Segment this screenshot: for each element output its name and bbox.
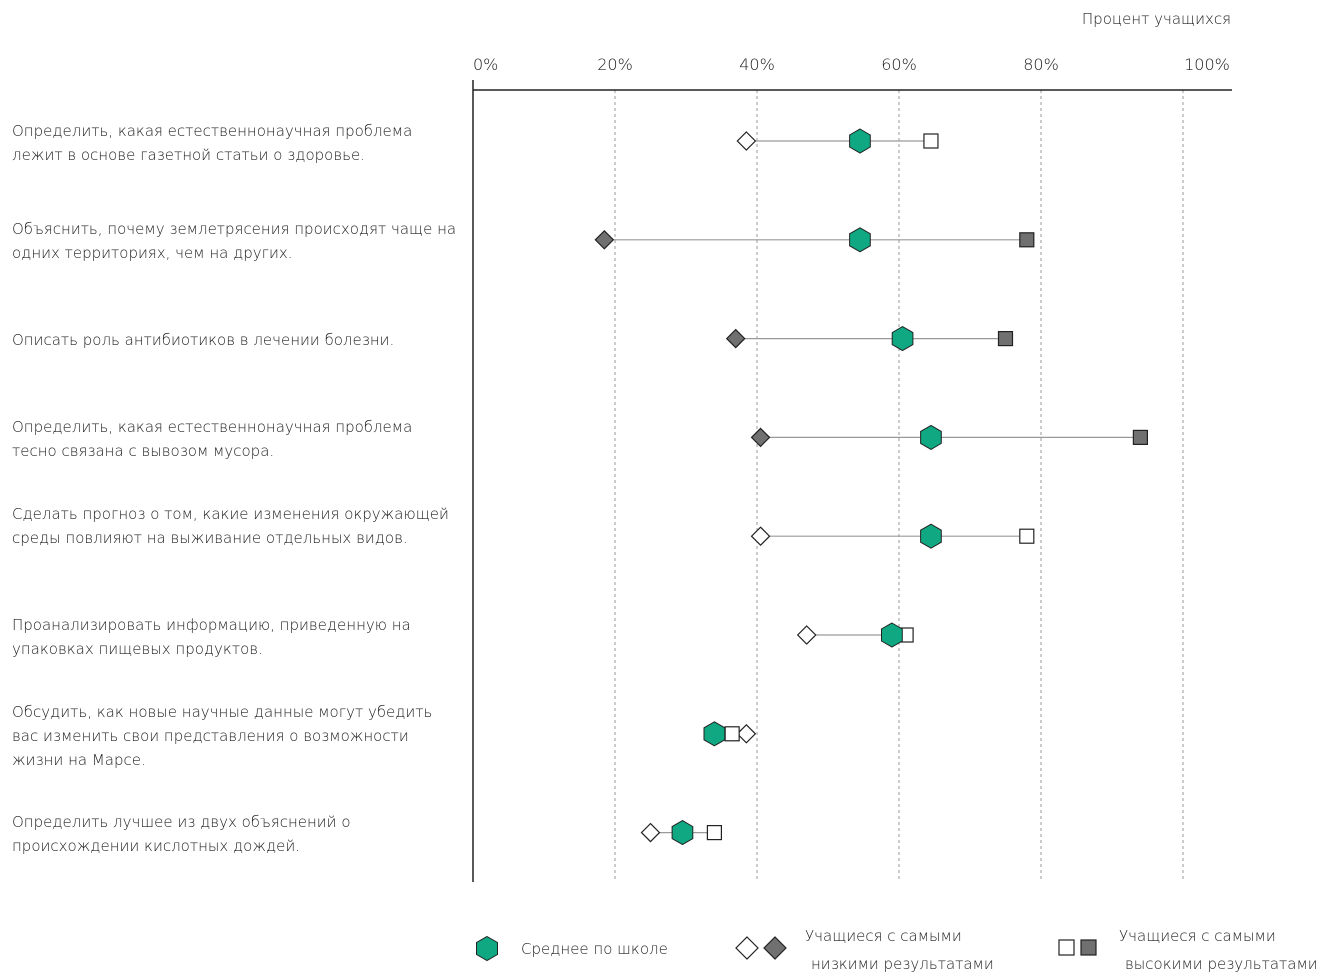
high-performers-square bbox=[1019, 528, 1035, 544]
chart-row bbox=[594, 227, 1035, 253]
x-tick-label: 80% bbox=[1023, 55, 1059, 74]
school-mean-hexagon bbox=[891, 326, 914, 352]
high-performers-square bbox=[1019, 232, 1035, 248]
school-mean-hexagon bbox=[849, 227, 871, 253]
legend-square-filled-icon bbox=[1080, 939, 1097, 956]
school-mean-hexagon bbox=[920, 424, 942, 450]
chart-row bbox=[640, 820, 723, 846]
legend-high-label-line1: Учащиеся с самыми bbox=[1119, 927, 1276, 945]
data-rows bbox=[594, 128, 1149, 846]
low-performers-diamond bbox=[796, 625, 817, 645]
high-performers-square bbox=[706, 824, 723, 841]
chart-row bbox=[703, 721, 757, 747]
high-performers-square bbox=[1132, 429, 1149, 445]
gridlines bbox=[614, 90, 1184, 880]
x-tick-label: 100% bbox=[1184, 55, 1230, 74]
x-tick-label: 20% bbox=[597, 55, 633, 74]
x-tick-label: 40% bbox=[739, 55, 775, 74]
legend-low-label-line2: низкими результатами bbox=[811, 955, 994, 973]
row-label: Обсудить, как новые научные данные могут… bbox=[12, 703, 433, 769]
legend-hexagon-icon bbox=[476, 935, 498, 962]
low-performers-diamond bbox=[736, 723, 757, 744]
row-label: Объяснить, почему землетрясения происход… bbox=[12, 220, 457, 262]
low-performers-diamond bbox=[736, 131, 757, 151]
school-mean-hexagon bbox=[703, 721, 726, 747]
row-label: Проанализировать информацию, приведенную… bbox=[12, 616, 411, 658]
low-performers-diamond bbox=[725, 328, 746, 349]
chart-row bbox=[736, 128, 939, 154]
legend-diamond-open-icon bbox=[735, 936, 759, 960]
high-performers-square bbox=[997, 331, 1014, 347]
school-mean-hexagon bbox=[881, 622, 903, 648]
chart-row bbox=[750, 424, 1149, 450]
legend-square-open-icon bbox=[1058, 939, 1075, 956]
low-performers-diamond bbox=[594, 229, 615, 250]
row-label: Определить, какая естественнонаучная про… bbox=[12, 122, 413, 164]
x-axis-title: Процент учащихся bbox=[1082, 10, 1231, 28]
x-axis-ticks: 0% 20% 40% 60% 80% 100% bbox=[473, 55, 1230, 74]
row-label: Сделать прогноз о том, какие изменения о… bbox=[12, 505, 449, 547]
legend-low-label-line1: Учащиеся с самыми bbox=[805, 927, 962, 945]
high-performers-square bbox=[724, 726, 740, 742]
row-label: Определить лучшее из двух объяснений о п… bbox=[12, 813, 351, 855]
school-mean-hexagon bbox=[671, 820, 694, 846]
chart-row bbox=[725, 326, 1014, 352]
x-tick-label: 60% bbox=[881, 55, 917, 74]
low-performers-diamond bbox=[750, 526, 771, 547]
legend-mean-label: Среднее по школе bbox=[521, 940, 668, 958]
low-performers-diamond bbox=[640, 822, 661, 843]
row-label: Описать роль антибиотиков в лечении боле… bbox=[12, 331, 395, 349]
chart-row bbox=[796, 622, 914, 648]
high-performers-square bbox=[923, 133, 939, 149]
legend-diamond-filled-icon bbox=[763, 936, 787, 960]
row-label: Определить, какая естественнонаучная про… bbox=[12, 418, 413, 460]
school-mean-hexagon bbox=[849, 128, 871, 154]
chart-row bbox=[750, 523, 1035, 549]
legend-high-label-line2: высокими результатами bbox=[1125, 955, 1318, 973]
legend: Среднее по школе Учащиеся с самыми низки… bbox=[476, 927, 1318, 973]
x-tick-label: 0% bbox=[473, 55, 498, 74]
school-mean-hexagon bbox=[920, 523, 942, 549]
low-performers-diamond bbox=[750, 427, 771, 448]
